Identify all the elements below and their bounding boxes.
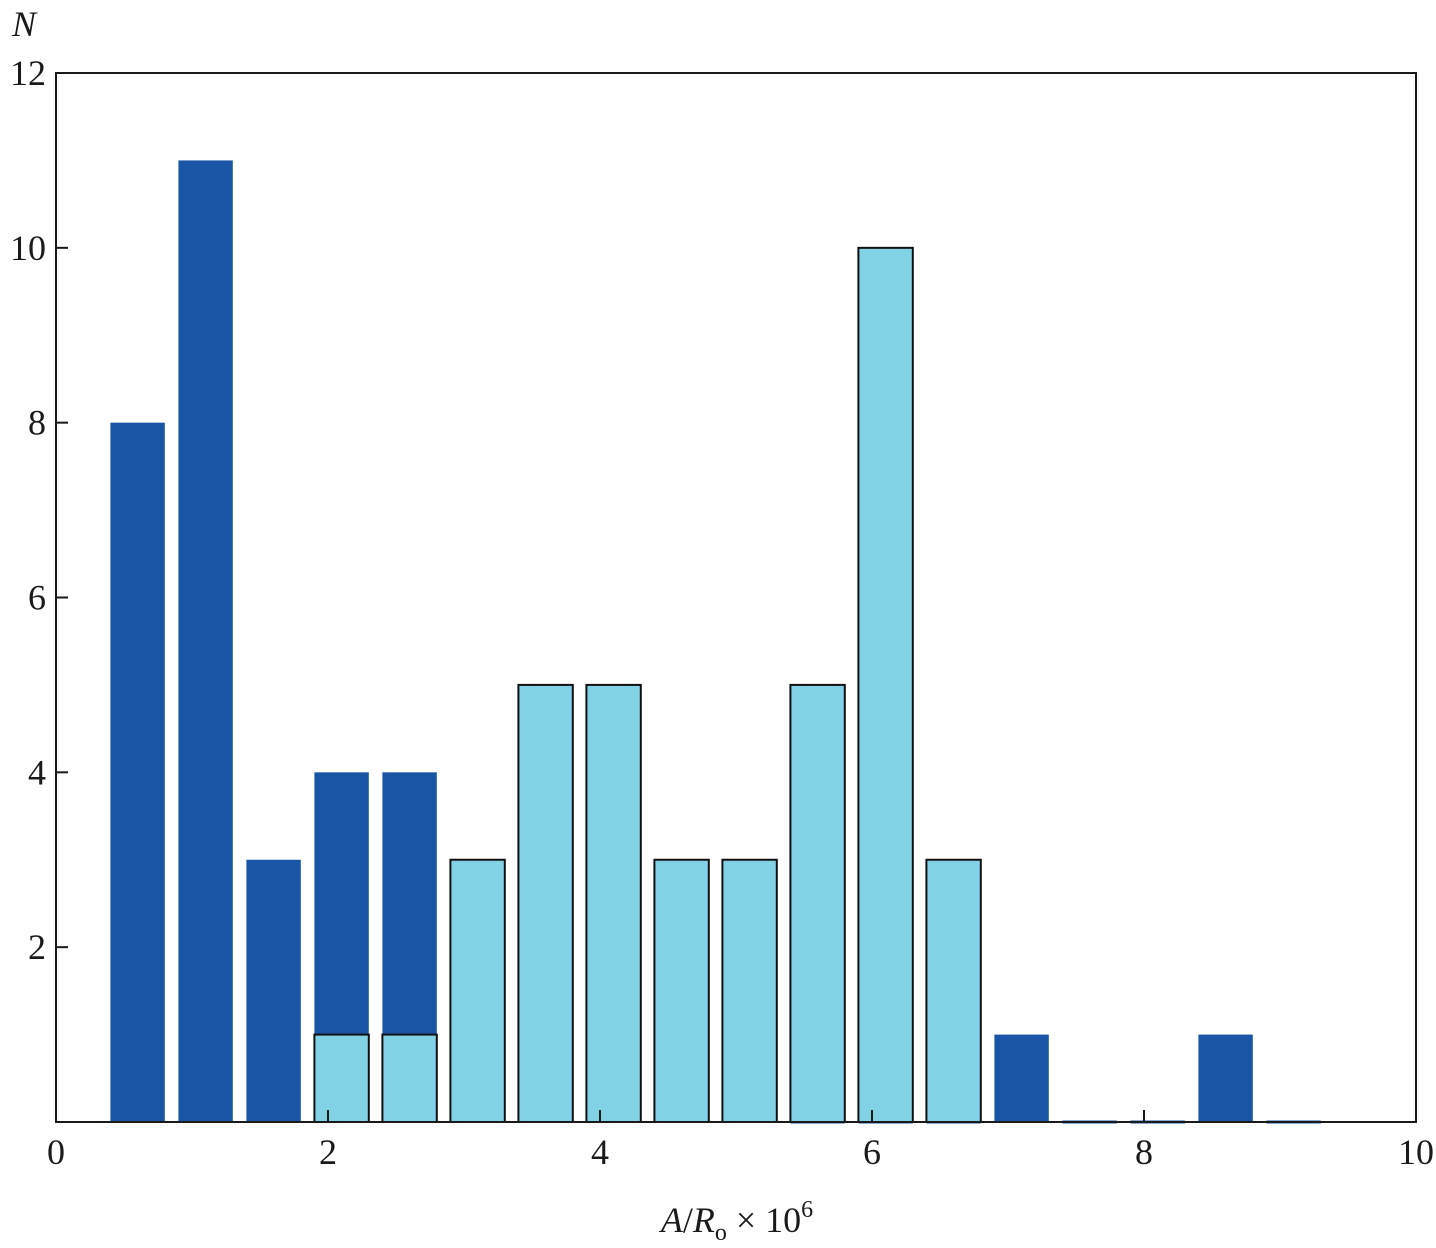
bar-dark — [110, 422, 165, 1123]
y-tick-label: 6 — [28, 578, 46, 618]
x-axis-label-part: R — [692, 1200, 715, 1240]
bar-light — [381, 1033, 438, 1124]
x-axis-label-part: 6 — [801, 1197, 813, 1223]
bar-dark — [1198, 1034, 1253, 1122]
series-light-bars — [313, 246, 982, 1124]
x-tick-label: 0 — [47, 1132, 65, 1172]
y-tick-label: 12 — [10, 53, 46, 93]
y-axis-label: N — [11, 4, 38, 44]
x-axis-label-part: / — [683, 1200, 693, 1240]
x-axis-ticks — [55, 1110, 1417, 1122]
bar-light — [653, 858, 710, 1123]
bar-light — [517, 683, 574, 1124]
bar-light — [925, 858, 982, 1123]
x-axis-label: A/Ro × 106 — [659, 1197, 813, 1246]
y-tick-label: 4 — [28, 752, 46, 792]
x-tick-label: 6 — [863, 1132, 881, 1172]
x-tick-label: 2 — [319, 1132, 337, 1172]
y-tick-label: 8 — [28, 403, 46, 443]
bar-light — [585, 683, 642, 1124]
x-tick-label: 4 — [591, 1132, 609, 1172]
series-dark-bars — [110, 160, 1321, 1124]
bar-dark — [246, 859, 301, 1122]
bar-dark — [994, 1034, 1049, 1122]
bar-light — [721, 858, 778, 1123]
bar-light — [789, 683, 846, 1124]
x-tick-label: 8 — [1135, 1132, 1153, 1172]
x-tick-label: 10 — [1398, 1132, 1434, 1172]
bar-dark — [178, 160, 233, 1122]
y-tick-label: 10 — [10, 228, 46, 268]
bar-light — [857, 246, 914, 1124]
x-axis-tick-labels: 0 2 4 6 8 10 — [47, 1132, 1434, 1172]
x-axis-label-part: × 10 — [727, 1200, 801, 1240]
y-axis-ticks — [56, 72, 68, 949]
y-axis-tick-labels: 2 4 6 8 10 12 — [10, 53, 46, 967]
bar-light — [313, 1033, 370, 1124]
x-axis-label-part: o — [715, 1220, 727, 1246]
x-axis-label-part: A — [659, 1200, 684, 1240]
y-tick-label: 2 — [28, 927, 46, 967]
bar-light — [449, 858, 506, 1123]
